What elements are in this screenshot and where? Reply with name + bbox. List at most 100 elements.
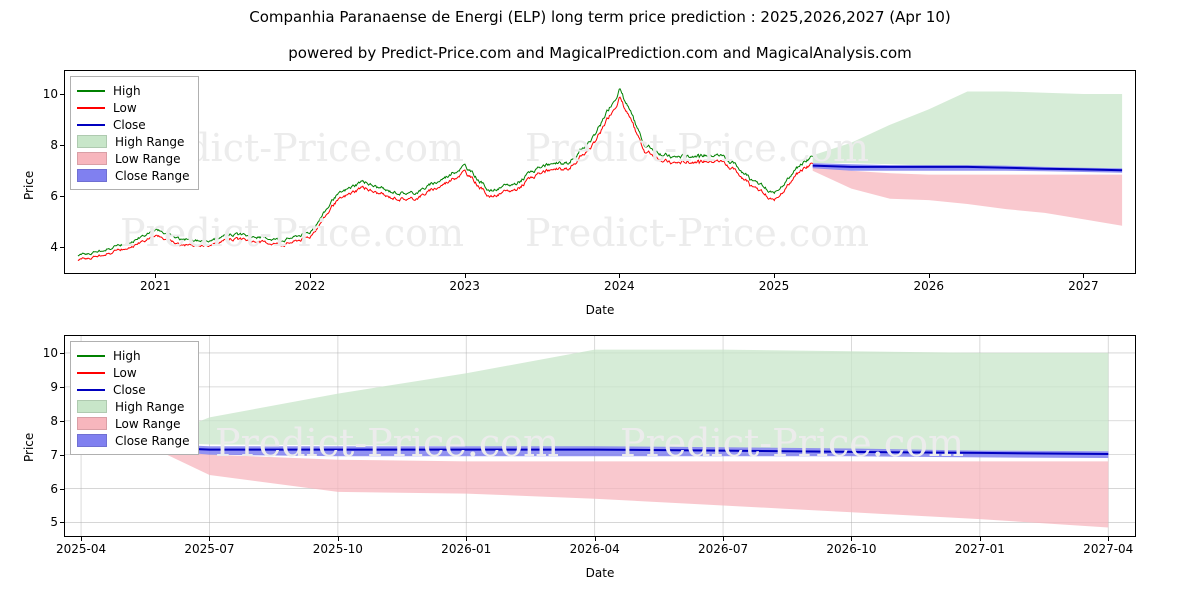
top-plot-area: Predict-Price.com Predict-Price.com Pred… bbox=[64, 70, 1136, 274]
y-tick-mark bbox=[60, 196, 64, 198]
legend-label: Low bbox=[113, 100, 137, 115]
x-tick-mark bbox=[1083, 274, 1085, 278]
y-tick-label: 10 bbox=[42, 345, 58, 360]
legend-item-low: Low bbox=[77, 364, 190, 381]
x-tick-label: 2027 bbox=[1068, 279, 1099, 293]
x-tick-label: 2021 bbox=[139, 279, 171, 293]
y-tick-mark bbox=[60, 145, 64, 147]
x-tick-mark bbox=[619, 274, 621, 278]
bottom-x-axis-label: Date bbox=[585, 566, 615, 580]
legend-label: Low Range bbox=[115, 151, 181, 166]
legend-swatch bbox=[77, 169, 107, 182]
y-tick-mark bbox=[60, 386, 64, 388]
legend-label: High bbox=[113, 348, 141, 363]
x-tick-mark bbox=[723, 537, 725, 541]
legend-swatch bbox=[77, 434, 107, 447]
legend-swatch bbox=[77, 417, 107, 430]
x-tick-label: 2026-04 bbox=[569, 542, 620, 556]
x-tick-mark bbox=[464, 274, 466, 278]
page-subtitle: powered by Predict-Price.com and Magical… bbox=[288, 44, 912, 62]
legend-label: Close bbox=[113, 117, 146, 132]
legend-swatch bbox=[77, 123, 105, 126]
legend-swatch bbox=[77, 89, 105, 92]
y-tick-mark bbox=[60, 488, 64, 490]
y-tick-label: 7 bbox=[50, 447, 58, 462]
legend-label: Low bbox=[113, 365, 137, 380]
page-title: Companhia Paranaense de Energi (ELP) lon… bbox=[249, 8, 951, 26]
top-legend: High Low Close High Range Low Range Close Ran… bbox=[70, 76, 199, 190]
y-tick-label: 5 bbox=[50, 515, 58, 530]
legend-swatch bbox=[77, 106, 105, 109]
y-tick-mark bbox=[60, 420, 64, 422]
legend-item-close: Close bbox=[77, 381, 190, 398]
y-tick-label: 6 bbox=[50, 481, 58, 496]
x-tick-label: 2025-07 bbox=[184, 542, 235, 556]
x-tick-mark bbox=[309, 274, 311, 278]
legend-label: High Range bbox=[115, 134, 185, 149]
x-tick-label: 2023 bbox=[449, 279, 480, 293]
x-tick-label: 2027-04 bbox=[1083, 542, 1134, 556]
x-tick-mark bbox=[466, 537, 468, 541]
legend-item-close-range: Close Range bbox=[77, 432, 190, 449]
x-tick-label: 2024 bbox=[604, 279, 635, 293]
legend-label: Close bbox=[113, 382, 146, 397]
legend-label: Low Range bbox=[115, 416, 181, 431]
top-chart-panel: Predict-Price.com Predict-Price.com Pred… bbox=[64, 70, 1136, 274]
x-tick-mark bbox=[979, 537, 981, 541]
x-tick-mark bbox=[209, 537, 211, 541]
legend-swatch bbox=[77, 135, 107, 148]
y-tick-mark bbox=[60, 94, 64, 95]
bottom-chart-panel: Predict-Price.com Predict-Price.com High… bbox=[64, 335, 1136, 537]
legend-label: Close Range bbox=[115, 168, 190, 183]
x-tick-label: 2027-01 bbox=[954, 542, 1005, 556]
x-tick-label: 2025 bbox=[758, 279, 790, 293]
legend-swatch bbox=[77, 152, 107, 165]
x-tick-mark bbox=[81, 537, 83, 541]
y-tick-label: 6 bbox=[50, 189, 58, 204]
x-tick-mark bbox=[928, 274, 930, 278]
legend-item-high-range: High Range bbox=[77, 133, 190, 150]
y-tick-mark bbox=[60, 247, 64, 249]
legend-label: Close Range bbox=[115, 433, 190, 448]
bottom-legend: High Low Close High Range Low Range Close Ran… bbox=[70, 341, 199, 455]
y-tick-label: 10 bbox=[42, 87, 58, 101]
y-tick-mark bbox=[60, 454, 64, 456]
x-tick-label: 2026-01 bbox=[441, 542, 492, 556]
y-tick-label: 9 bbox=[50, 379, 58, 394]
legend-item-high-range: High Range bbox=[77, 398, 190, 415]
y-tick-mark bbox=[60, 352, 64, 354]
legend-label: High Range bbox=[115, 399, 185, 414]
legend-item-low-range: Low Range bbox=[77, 415, 190, 432]
y-tick-mark bbox=[60, 522, 64, 524]
legend-swatch bbox=[77, 388, 105, 391]
x-tick-mark bbox=[851, 537, 853, 541]
x-tick-mark bbox=[594, 537, 596, 541]
top-chart-svg bbox=[77, 88, 1123, 262]
legend-item-high: High bbox=[77, 347, 190, 364]
top-x-axis-label: Date bbox=[585, 303, 615, 317]
legend-item-close: Close bbox=[77, 116, 190, 133]
x-tick-label: 2025-10 bbox=[312, 542, 363, 556]
legend-swatch bbox=[77, 371, 105, 374]
x-tick-mark bbox=[155, 274, 157, 278]
bottom-plot-area: Predict-Price.com Predict-Price.com bbox=[64, 335, 1136, 537]
bottom-chart-svg bbox=[65, 336, 1135, 536]
x-tick-label: 2026 bbox=[913, 279, 945, 293]
x-tick-label: 2022 bbox=[294, 279, 326, 293]
legend-item-low: Low bbox=[77, 99, 190, 116]
x-tick-mark bbox=[337, 537, 339, 541]
x-tick-label: 2026-10 bbox=[826, 542, 877, 556]
legend-item-close-range: Close Range bbox=[77, 167, 190, 184]
y-tick-label: 8 bbox=[50, 138, 58, 153]
x-tick-label: 2025-04 bbox=[55, 542, 107, 556]
legend-item-low-range: Low Range bbox=[77, 150, 190, 167]
legend-item-high: High bbox=[77, 82, 190, 99]
x-tick-mark bbox=[774, 274, 776, 278]
y-tick-label: 4 bbox=[50, 240, 58, 255]
y-tick-label: 8 bbox=[50, 413, 58, 428]
legend-label: High bbox=[113, 83, 141, 98]
legend-swatch bbox=[77, 354, 105, 357]
legend-swatch bbox=[77, 400, 107, 413]
x-tick-mark bbox=[1108, 537, 1110, 541]
